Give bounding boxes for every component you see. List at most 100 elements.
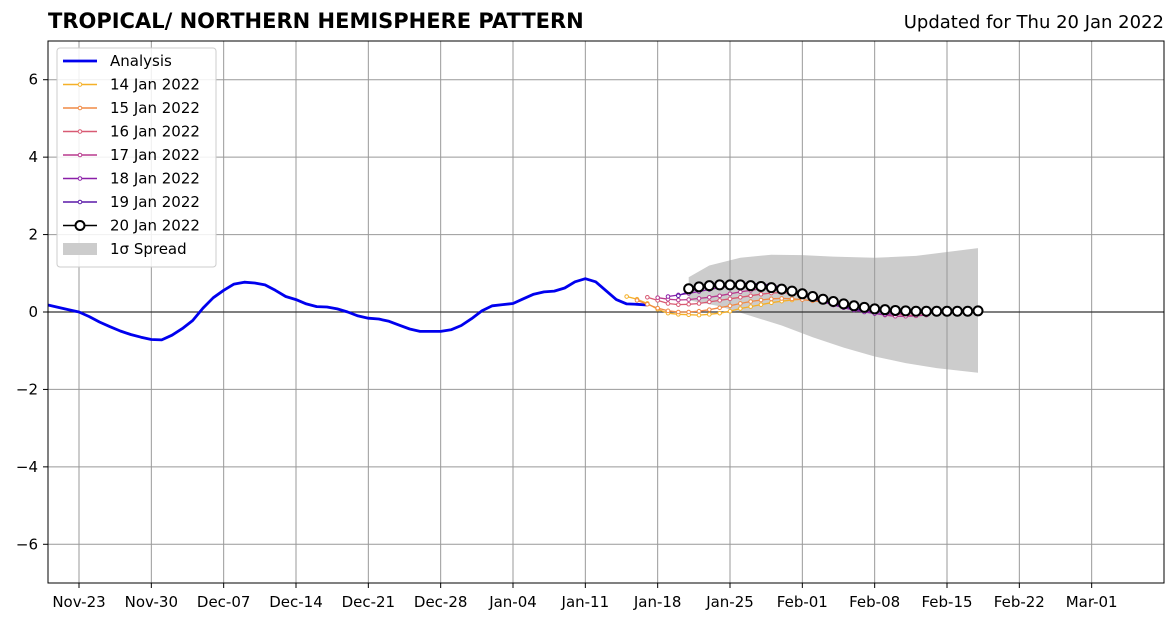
legend-marker: [74, 220, 86, 231]
y-tick-label: −4: [16, 458, 38, 476]
forecast-point: [879, 304, 891, 316]
x-tick-label: Jan-18: [633, 593, 682, 611]
legend-marker: [77, 176, 83, 181]
x-tick-label: Mar-01: [1066, 593, 1118, 611]
legend: Analysis 14 Jan 2022 15 Jan 2022 16 Jan 202…: [56, 47, 217, 268]
forecast-point: [707, 294, 712, 300]
legend-marker: [77, 129, 83, 134]
forecast-point: [776, 283, 788, 295]
forecast-point: [858, 301, 870, 313]
forecast-point: [727, 308, 733, 314]
forecast-point: [707, 299, 712, 305]
forecast-point: [676, 302, 681, 307]
forecast-point: [789, 296, 795, 302]
y-tick-label: 2: [28, 226, 38, 244]
y-tick-label: 4: [28, 148, 38, 166]
forecast-point: [910, 305, 922, 317]
forecast-point: [941, 305, 953, 317]
forecast-point: [817, 293, 829, 305]
forecast-point: [734, 279, 746, 291]
updated-date: Updated for Thu 20 Jan 2022: [903, 12, 1164, 33]
forecast-point: [748, 304, 753, 309]
forecast-point: [696, 301, 702, 306]
forecast-point: [724, 279, 736, 291]
forecast-point: [727, 303, 733, 309]
forecast-point: [655, 295, 660, 300]
x-tick-label: Feb-08: [849, 593, 900, 611]
forecast-point: [972, 305, 984, 317]
forecast-point: [717, 293, 722, 299]
forecast-point: [738, 301, 743, 306]
x-tick-label: Feb-15: [921, 593, 972, 611]
forecast-point: [758, 302, 764, 307]
legend-marker: [77, 199, 83, 205]
y-tick-label: −2: [16, 380, 38, 398]
forecast-point: [889, 304, 901, 316]
x-tick-label: Feb-22: [994, 593, 1045, 611]
forecast-point: [765, 282, 777, 294]
forecast-point: [931, 305, 943, 317]
forecast-point: [696, 312, 702, 318]
forecast-point: [645, 294, 650, 300]
legend-label: 16 Jan 2022: [110, 123, 200, 141]
y-tick-label: 0: [28, 303, 38, 321]
legend-label: 15 Jan 2022: [110, 99, 200, 117]
forecast-point: [920, 305, 932, 317]
forecast-point: [738, 306, 743, 311]
x-tick-label: Nov-30: [125, 593, 178, 611]
spread-band: [688, 248, 978, 373]
forecast-point: [686, 309, 691, 315]
legend-label: 18 Jan 2022: [110, 170, 200, 188]
forecast-point: [827, 296, 839, 308]
y-tick-label: 6: [28, 71, 38, 89]
legend-marker: [77, 152, 83, 158]
legend-box: [56, 47, 217, 268]
forecast-point: [769, 300, 774, 306]
x-tick-label: Feb-01: [777, 593, 828, 611]
forecast-point: [738, 294, 743, 300]
legend-label: 20 Jan 2022: [110, 217, 200, 235]
forecast-point: [707, 312, 712, 317]
legend-label: 1σ Spread: [110, 240, 187, 258]
forecast-point: [676, 309, 681, 315]
legend-label: 17 Jan 2022: [110, 146, 200, 164]
forecast-point: [758, 297, 764, 303]
forecast-point: [676, 293, 681, 299]
forecast-point: [676, 297, 681, 303]
forecast-point: [962, 305, 974, 317]
forecast-point: [707, 307, 712, 312]
forecast-point: [796, 288, 808, 300]
forecast-point: [686, 301, 691, 307]
axes-layer: Nov-23 Nov-30 Dec-07 Dec-14 Dec-21 Dec-28 Jan-…: [16, 71, 1118, 611]
forecast-point: [748, 299, 753, 304]
forecast-point: [748, 293, 753, 299]
forecast-point: [727, 291, 733, 297]
forecast-point: [686, 297, 691, 302]
x-tick-label: Dec-28: [414, 593, 468, 611]
x-tick-label: Nov-23: [52, 593, 105, 611]
forecast-point: [717, 298, 722, 303]
analysis-line: [47, 277, 648, 342]
forecast-point: [869, 303, 881, 315]
legend-label: Analysis: [110, 52, 172, 70]
legend-label: 14 Jan 2022: [110, 76, 200, 94]
forecast-point: [703, 280, 715, 292]
legend-marker: [77, 82, 83, 87]
forecast-point: [693, 281, 705, 293]
x-tick-label: Jan-11: [561, 593, 610, 611]
forecast-point: [745, 280, 757, 292]
forecast-point: [738, 289, 743, 295]
legend-label: 19 Jan 2022: [110, 193, 200, 211]
x-tick-label: Dec-07: [197, 593, 251, 611]
forecast-point: [645, 301, 650, 307]
legend-marker: [77, 105, 83, 111]
forecast-point: [696, 296, 702, 301]
x-tick-label: Dec-14: [269, 593, 323, 611]
forecast-point: [634, 298, 640, 303]
forecast-point: [755, 280, 767, 292]
forecast-point: [758, 291, 764, 297]
x-tick-label: Dec-21: [342, 593, 396, 611]
forecast-point: [951, 305, 963, 317]
forecast-point: [714, 279, 726, 291]
